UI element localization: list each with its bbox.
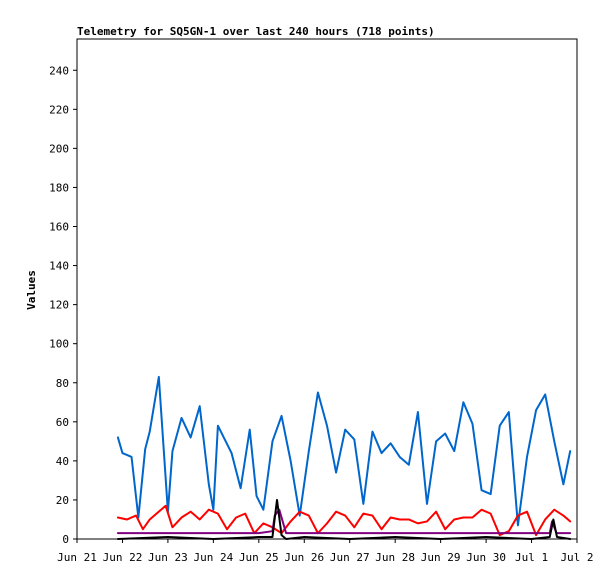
y-tick-label: 200 bbox=[49, 142, 69, 155]
y-tick-label: 180 bbox=[49, 181, 69, 194]
series-line-1 bbox=[116, 504, 572, 537]
y-tick-label: 0 bbox=[62, 533, 69, 546]
y-tick-label: 100 bbox=[49, 338, 69, 351]
x-axis: Jun 21 Jun 22 Jun 23 Jun 24 Jun 25 Jun 26 Jun … bbox=[57, 539, 594, 564]
chart-title: Telemetry for SQ5GN-1 over last 240 hour… bbox=[77, 25, 435, 38]
x-tick-label: Jun 22 bbox=[103, 551, 143, 564]
x-tick-label: Jul 1 bbox=[515, 551, 548, 564]
x-tick-label: Jun 27 bbox=[330, 551, 370, 564]
y-tick-label: 40 bbox=[56, 455, 69, 468]
series-line-0 bbox=[116, 375, 572, 527]
series-line-2 bbox=[116, 508, 572, 535]
x-tick-label: Jun 25 bbox=[239, 551, 279, 564]
x-tick-label: Jun 30 bbox=[466, 551, 506, 564]
series-group bbox=[116, 375, 572, 540]
x-tick-label: Jul 2 bbox=[560, 551, 593, 564]
x-tick-label: Jun 23 bbox=[148, 551, 188, 564]
y-axis-label: Values bbox=[25, 270, 38, 310]
y-tick-label: 80 bbox=[56, 377, 69, 390]
y-tick-label: 120 bbox=[49, 299, 69, 312]
plot-area bbox=[76, 38, 578, 540]
y-tick-label: 60 bbox=[56, 416, 69, 429]
y-tick-label: 20 bbox=[56, 494, 69, 507]
y-axis: 0 20 40 60 80 100 120 140 160 180 200 220 240 bbox=[49, 64, 77, 546]
y-tick-label: 140 bbox=[49, 260, 69, 273]
series-line-3 bbox=[116, 498, 572, 540]
y-tick-label: 240 bbox=[49, 64, 69, 77]
x-tick-label: Jun 29 bbox=[421, 551, 461, 564]
y-tick-label: 220 bbox=[49, 103, 69, 116]
x-tick-label: Jun 24 bbox=[193, 551, 233, 564]
x-tick-label: Jun 21 bbox=[57, 551, 97, 564]
x-tick-label: Jun 26 bbox=[284, 551, 324, 564]
y-tick-label: 160 bbox=[49, 221, 69, 234]
x-tick-label: Jun 28 bbox=[375, 551, 415, 564]
